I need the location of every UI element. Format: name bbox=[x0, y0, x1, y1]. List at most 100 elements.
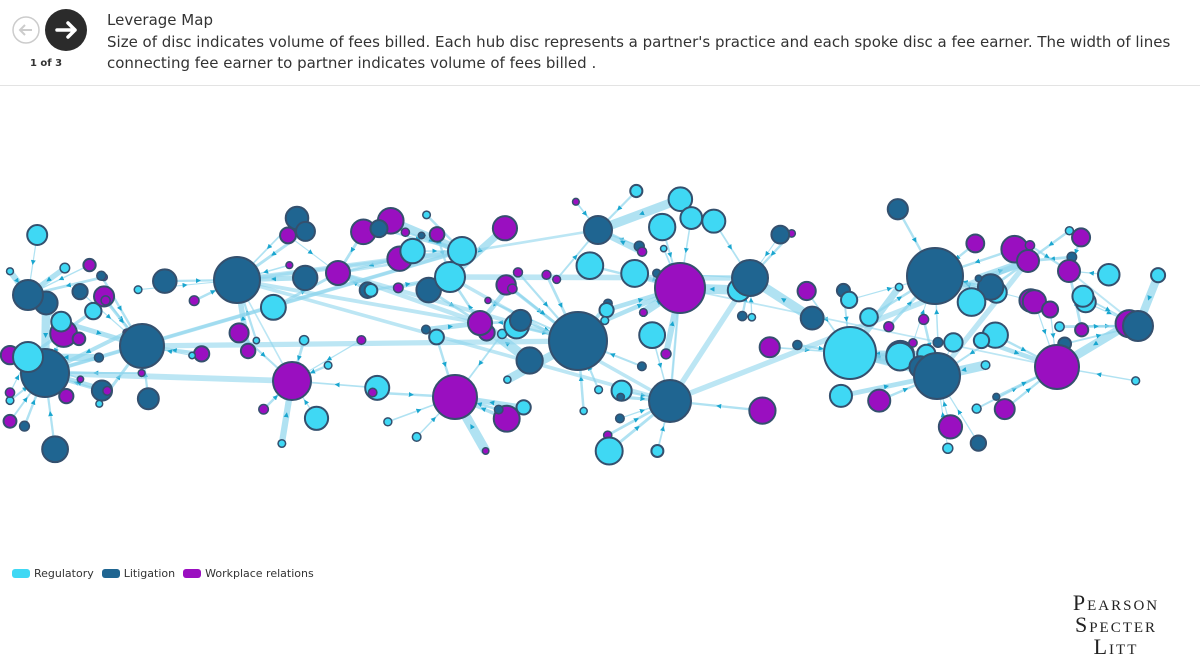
node bbox=[277, 438, 287, 449]
legend: Regulatory Litigation Workplace relations bbox=[12, 567, 314, 580]
node bbox=[1122, 310, 1154, 342]
legend-label: Litigation bbox=[123, 567, 176, 580]
header: 1 of 3 Leverage Map Size of disc indicat… bbox=[0, 0, 1200, 86]
node bbox=[503, 375, 512, 384]
next-button[interactable] bbox=[45, 9, 87, 51]
node bbox=[272, 361, 312, 401]
edge bbox=[44, 370, 293, 384]
node bbox=[137, 368, 146, 378]
node bbox=[420, 324, 431, 335]
node bbox=[100, 295, 111, 306]
node bbox=[82, 257, 97, 273]
back-button[interactable] bbox=[12, 16, 40, 44]
node bbox=[383, 417, 393, 427]
node bbox=[119, 323, 165, 369]
node bbox=[548, 311, 608, 371]
node bbox=[906, 247, 964, 305]
node bbox=[58, 388, 75, 405]
node bbox=[971, 403, 982, 414]
node bbox=[432, 374, 478, 420]
node bbox=[363, 282, 379, 298]
node bbox=[2, 413, 18, 429]
node bbox=[12, 341, 44, 373]
node bbox=[894, 282, 904, 292]
node bbox=[1074, 322, 1090, 338]
node bbox=[96, 270, 107, 282]
node bbox=[252, 336, 261, 345]
network bbox=[0, 183, 1167, 466]
node bbox=[992, 392, 1001, 402]
node bbox=[102, 385, 113, 396]
node bbox=[417, 231, 426, 240]
node bbox=[258, 403, 270, 415]
node bbox=[701, 208, 727, 234]
node bbox=[493, 404, 504, 415]
node bbox=[193, 345, 211, 363]
node bbox=[648, 212, 677, 242]
node bbox=[943, 332, 964, 353]
node bbox=[294, 220, 316, 242]
node bbox=[859, 307, 879, 327]
node bbox=[41, 435, 69, 464]
node bbox=[908, 337, 918, 348]
node bbox=[600, 315, 610, 326]
node bbox=[616, 392, 626, 402]
node bbox=[484, 296, 492, 305]
description: Size of disc indicates volume of fees bi… bbox=[107, 33, 1171, 72]
node bbox=[593, 385, 604, 395]
node bbox=[620, 259, 650, 288]
logo-line: Specter bbox=[1074, 612, 1158, 637]
node bbox=[913, 352, 961, 400]
legend-item[interactable]: Workplace relations bbox=[183, 567, 314, 580]
node bbox=[1034, 344, 1080, 390]
node bbox=[399, 237, 426, 265]
node bbox=[823, 326, 877, 380]
node bbox=[506, 283, 518, 295]
node bbox=[650, 443, 665, 459]
node bbox=[980, 360, 991, 371]
node bbox=[993, 398, 1016, 421]
node bbox=[259, 293, 287, 321]
node bbox=[93, 352, 105, 363]
node bbox=[188, 295, 200, 307]
node bbox=[1071, 284, 1095, 308]
legend-label: Workplace relations bbox=[205, 567, 314, 580]
nav-buttons bbox=[12, 9, 87, 51]
edge bbox=[337, 270, 579, 344]
node bbox=[840, 290, 859, 310]
node bbox=[298, 334, 310, 346]
node bbox=[638, 307, 648, 318]
node bbox=[279, 226, 297, 245]
node bbox=[71, 331, 87, 347]
legend-item[interactable]: Regulatory bbox=[12, 567, 94, 580]
legend-item[interactable]: Litigation bbox=[101, 567, 176, 580]
node bbox=[541, 269, 552, 281]
node bbox=[285, 260, 294, 270]
node bbox=[937, 414, 964, 440]
node bbox=[965, 233, 986, 254]
node bbox=[1071, 227, 1092, 248]
node bbox=[325, 260, 351, 286]
node bbox=[323, 360, 333, 370]
node bbox=[239, 342, 257, 360]
edge bbox=[449, 274, 751, 281]
node bbox=[76, 375, 85, 384]
title: Leverage Map bbox=[107, 11, 213, 29]
node bbox=[1064, 226, 1075, 236]
node bbox=[758, 336, 781, 359]
node bbox=[491, 215, 519, 242]
node bbox=[188, 351, 197, 360]
node bbox=[748, 396, 777, 425]
node bbox=[213, 256, 261, 304]
node bbox=[598, 301, 615, 319]
legend-swatch bbox=[183, 569, 202, 578]
node bbox=[594, 436, 624, 466]
node bbox=[736, 310, 748, 322]
node bbox=[1054, 321, 1065, 333]
node bbox=[638, 321, 667, 350]
node bbox=[551, 274, 562, 285]
node bbox=[515, 399, 532, 416]
node bbox=[575, 251, 605, 281]
logo: Pearson Specter Litt bbox=[1040, 592, 1192, 658]
